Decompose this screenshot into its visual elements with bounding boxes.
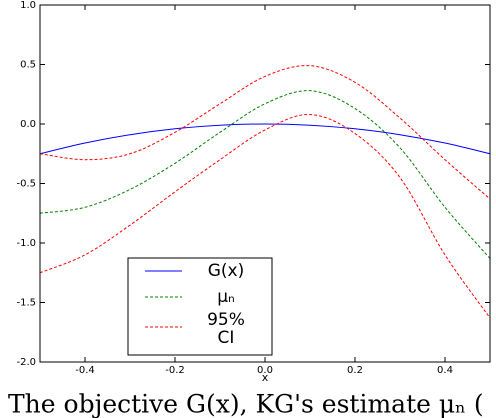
series-line (39, 65, 491, 200)
x-tick-label: -0.4 (75, 365, 95, 376)
y-tick-label: 1.0 (20, 0, 36, 11)
legend-label: G(x) (207, 261, 245, 281)
legend-box (127, 257, 273, 356)
y-tick-label: 0.0 (20, 119, 36, 130)
y-tick-label: -0.5 (16, 179, 36, 190)
legend-label: 95% CI (207, 310, 245, 348)
y-tick-label: -1.5 (16, 298, 36, 309)
x-tick-label: 0.0 (257, 365, 273, 376)
y-tick-label: 0.5 (20, 60, 36, 71)
plot-frame (39, 4, 491, 363)
y-tick-label: -1.0 (16, 238, 36, 249)
series-line (39, 113, 491, 319)
x-axis-label: x (262, 371, 269, 384)
x-tick-label: 0.2 (347, 365, 363, 376)
legend-label: μₙ (217, 287, 235, 307)
series-line (39, 90, 491, 259)
series-line (39, 123, 491, 155)
caption: The objective G(x), KG's estimate μₙ ( (8, 390, 484, 418)
y-tick-label: -2.0 (16, 357, 36, 368)
x-tick-label: -0.2 (165, 365, 185, 376)
x-tick-label: 0.4 (437, 365, 453, 376)
